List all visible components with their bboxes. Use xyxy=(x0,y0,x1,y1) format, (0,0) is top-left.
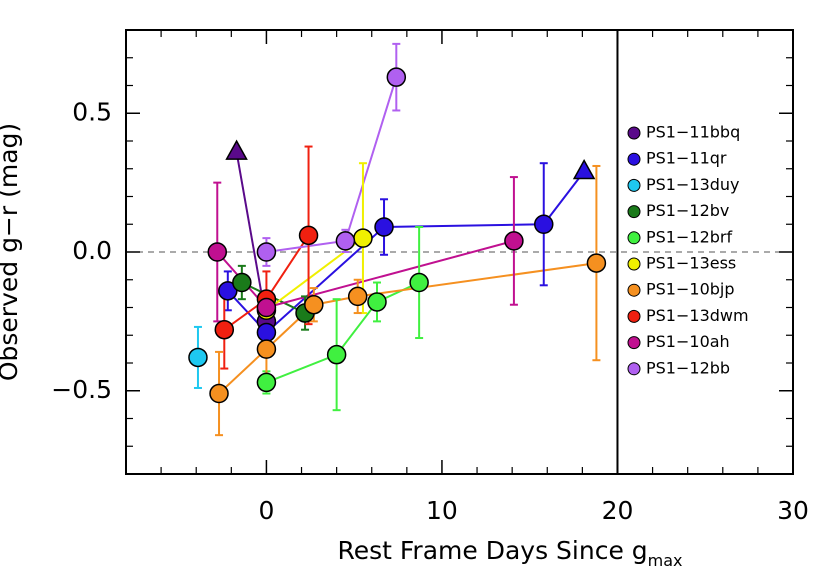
legend-label: PS1−12bv xyxy=(646,201,729,220)
legend-marker xyxy=(627,283,641,297)
plot-frame xyxy=(125,29,794,475)
marker xyxy=(335,231,356,251)
legend-label: PS1−10ah xyxy=(646,332,730,351)
legend-label: PS1−10bjp xyxy=(646,280,735,299)
legend-marker xyxy=(627,178,641,192)
marker xyxy=(347,286,368,307)
marker xyxy=(367,292,387,312)
marker xyxy=(256,242,277,262)
legend-marker xyxy=(627,257,641,271)
legend-label: PS1−12bb xyxy=(646,358,730,377)
limit-marker xyxy=(225,139,248,160)
marker xyxy=(256,339,277,359)
marker xyxy=(353,228,373,248)
marker xyxy=(256,297,277,318)
x-axis-label-sub: max xyxy=(648,551,683,567)
marker xyxy=(504,231,524,251)
marker xyxy=(188,347,208,368)
marker xyxy=(304,294,324,315)
legend-marker xyxy=(627,336,641,350)
y-tick-label: −0.5 xyxy=(51,375,112,404)
y-axis-label: Observed g−r (mag) xyxy=(0,123,23,381)
legend-marker xyxy=(627,126,641,140)
x-tick-label: 10 xyxy=(426,496,458,525)
marker xyxy=(256,322,277,343)
series-line xyxy=(266,281,420,384)
marker xyxy=(209,383,229,404)
marker xyxy=(386,67,407,87)
marker xyxy=(298,225,319,246)
marker xyxy=(232,272,252,293)
legend-label: PS1−11qr xyxy=(646,149,727,168)
legend-label: PS1−13ess xyxy=(646,254,736,273)
y-tick-label: 0.5 xyxy=(72,97,112,126)
marker xyxy=(534,214,554,234)
legend-marker xyxy=(627,309,641,323)
legend-marker xyxy=(627,152,641,166)
marker xyxy=(586,253,607,273)
marker xyxy=(326,344,347,365)
marker xyxy=(214,319,235,340)
limit-marker xyxy=(572,158,596,180)
legend-marker xyxy=(627,205,641,219)
legend-label: PS1−13duy xyxy=(646,175,740,194)
legend-marker xyxy=(627,362,641,376)
legend-label: PS1−12brf xyxy=(646,227,732,246)
x-tick-label: 30 xyxy=(777,496,809,525)
x-tick-label: 0 xyxy=(258,496,274,525)
series-line xyxy=(218,262,597,395)
marker xyxy=(374,217,394,237)
legend-label: PS1−13dwm xyxy=(646,306,749,325)
x-axis-label: Rest Frame Days Since gmax xyxy=(337,536,682,567)
legend-marker xyxy=(627,231,641,245)
marker xyxy=(409,272,429,293)
legend-label: PS1−11bbq xyxy=(646,123,740,142)
marker xyxy=(256,372,277,393)
marker xyxy=(207,242,228,262)
x-axis-label-main: Rest Frame Days Since g xyxy=(337,536,647,565)
x-tick-label: 20 xyxy=(602,496,634,525)
y-tick-label: 0.0 xyxy=(72,236,112,265)
